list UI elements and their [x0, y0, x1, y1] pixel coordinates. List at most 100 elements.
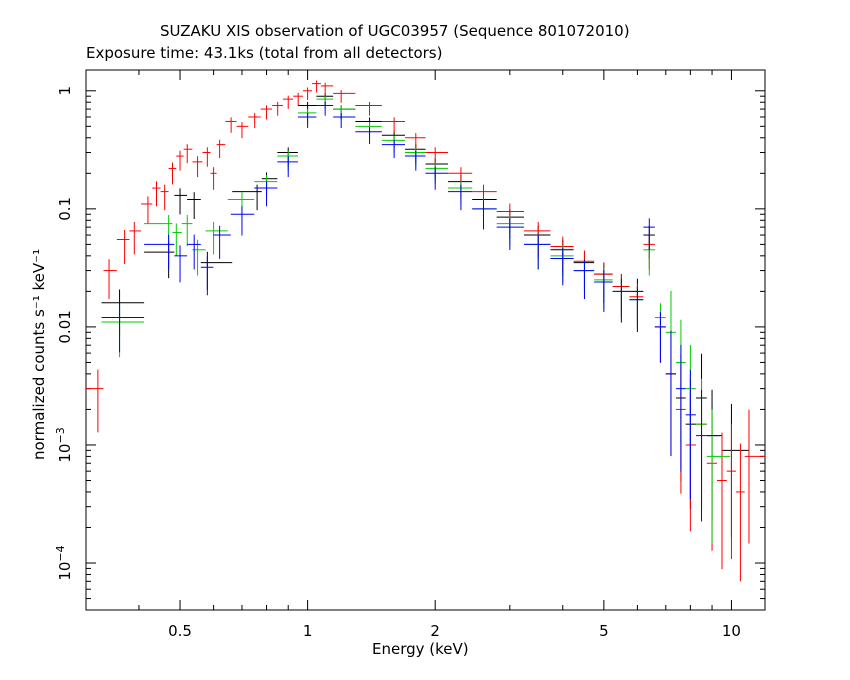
data-point: [524, 234, 551, 270]
data-point: [176, 150, 184, 171]
data-point: [282, 95, 294, 109]
y-tick-label: 10−4: [54, 545, 74, 580]
data-point: [629, 278, 644, 323]
data-point: [706, 389, 722, 522]
data-point: [160, 184, 169, 211]
y-tick-label: 0.01: [56, 310, 74, 343]
data-point: [205, 221, 228, 255]
data-point: [695, 389, 720, 522]
data-point: [116, 229, 130, 264]
data-point: [181, 214, 193, 247]
data-point: [612, 278, 630, 323]
data-point: [260, 105, 273, 120]
data-point: [272, 101, 283, 116]
data-point: [550, 239, 574, 276]
data-point: [152, 181, 161, 207]
data-point: [629, 283, 644, 329]
data-point: [425, 167, 449, 190]
data-point: [141, 196, 153, 224]
data-point: [101, 307, 145, 358]
data-point: [643, 218, 655, 251]
data-point: [629, 286, 644, 332]
data-point: [144, 234, 175, 270]
plot-frame: [85, 69, 766, 611]
data-point: [320, 82, 334, 95]
data-point: [333, 90, 356, 103]
data-point: [277, 156, 298, 178]
data-point: [496, 218, 525, 251]
chart-title: SUZAKU XIS observation of UGC03957 (Sequ…: [160, 22, 630, 40]
data-point: [248, 113, 261, 128]
data-point: [448, 184, 473, 211]
data-point: [550, 245, 574, 283]
data-point: [381, 117, 405, 133]
x-tick-label: 2: [430, 622, 440, 640]
data-point: [744, 409, 765, 544]
data-point: [254, 181, 278, 207]
data-point: [355, 127, 382, 144]
data-point: [192, 156, 203, 178]
data-point: [316, 101, 334, 116]
data-point: [404, 150, 426, 171]
data-point: [472, 184, 497, 211]
data-point: [726, 423, 736, 560]
data-point: [355, 101, 382, 116]
data-point: [721, 403, 750, 538]
data-point: [261, 172, 278, 196]
x-axis-label: Energy (keV): [372, 640, 469, 658]
data-point: [654, 312, 666, 363]
data-point: [187, 192, 201, 220]
data-point: [573, 250, 595, 289]
data-point: [472, 192, 497, 220]
data-point: [524, 234, 551, 270]
data-point: [573, 259, 595, 300]
data-point: [86, 369, 104, 433]
x-tick-label: 0.5: [168, 622, 192, 640]
x-tick-label: 10: [722, 622, 741, 640]
data-point: [225, 117, 237, 133]
data-point: [277, 150, 298, 171]
data-point: [685, 369, 696, 500]
data-point: [550, 247, 574, 286]
y-axis-label: normalized counts s⁻¹ keV⁻¹: [30, 248, 48, 460]
data-point: [216, 139, 226, 159]
data-point: [103, 259, 117, 300]
data-point: [665, 330, 676, 457]
data-layer: [86, 80, 765, 582]
data-point: [472, 201, 497, 230]
data-point: [355, 122, 382, 139]
data-point: [381, 130, 405, 148]
data-point: [187, 234, 201, 270]
data-point: [101, 289, 145, 336]
data-point: [144, 241, 175, 279]
data-point: [200, 251, 233, 291]
data-point: [524, 221, 551, 255]
data-point: [404, 133, 426, 151]
data-point: [706, 409, 731, 544]
x-tick-label: 1: [303, 622, 313, 640]
data-point: [333, 113, 356, 128]
data-point: [236, 122, 249, 139]
data-point: [202, 147, 211, 167]
data-point: [302, 87, 313, 101]
chart-subtitle: Exposure time: 43.1ks (total from all de…: [86, 44, 443, 62]
data-point: [717, 432, 727, 570]
data-point: [448, 167, 473, 190]
data-point: [629, 286, 644, 332]
data-point: [174, 188, 188, 215]
data-point: [172, 223, 182, 257]
data-point: [293, 92, 303, 106]
data-point: [213, 225, 231, 259]
data-point: [381, 139, 405, 159]
data-point: [210, 167, 217, 190]
y-tick-label: 10−3: [54, 427, 74, 462]
data-point: [594, 269, 613, 312]
data-point: [675, 344, 686, 472]
data-point: [297, 113, 317, 128]
data-point: [227, 192, 255, 220]
data-point: [183, 144, 193, 164]
data-point: [355, 117, 382, 133]
y-tick-label: 1: [56, 86, 74, 96]
